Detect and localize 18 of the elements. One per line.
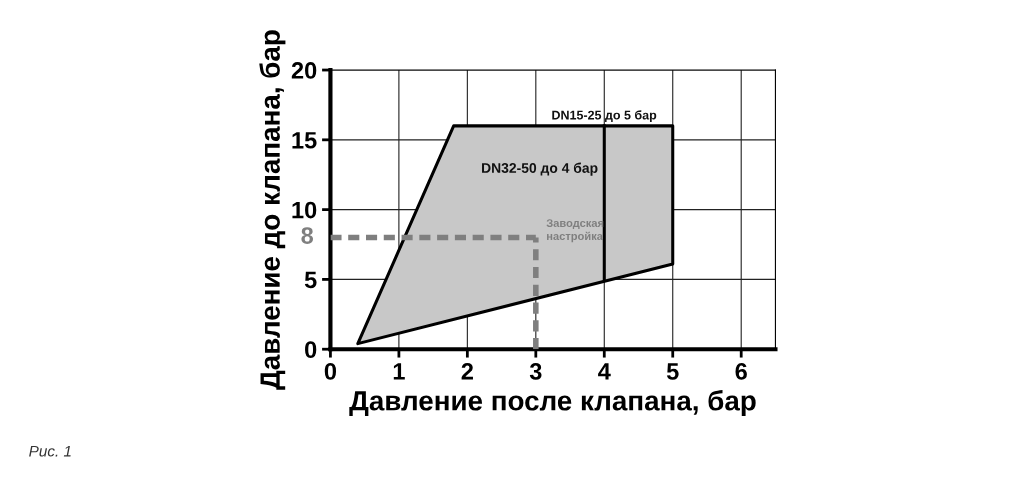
annotation: DN15-25 до 5 бар	[552, 110, 657, 122]
y-tick-label: 20	[291, 62, 317, 79]
y-tick-label: 15	[292, 132, 317, 149]
annotation: 8	[301, 227, 314, 244]
text: Рис. 1	[29, 445, 71, 457]
y-tick-label: 0	[305, 341, 317, 358]
x-tick-label: 3	[529, 363, 542, 380]
x-tick-label: 2	[461, 363, 473, 380]
x-tick-label: 0	[324, 363, 337, 380]
x-tick-label: 4	[598, 363, 611, 380]
x-axis-title: Давление после клапана, бар	[349, 389, 756, 417]
x-tick-label: 5	[666, 363, 679, 380]
annotation: DN32-50 до 4 бар	[482, 162, 598, 176]
x-tick-label: 6	[735, 363, 747, 380]
y-tick-label: 10	[292, 201, 317, 219]
y-axis-title: Давление до клапана, бар	[259, 30, 286, 390]
y-tick-label: 5	[304, 271, 317, 289]
x-tick-label: 1	[393, 363, 405, 380]
